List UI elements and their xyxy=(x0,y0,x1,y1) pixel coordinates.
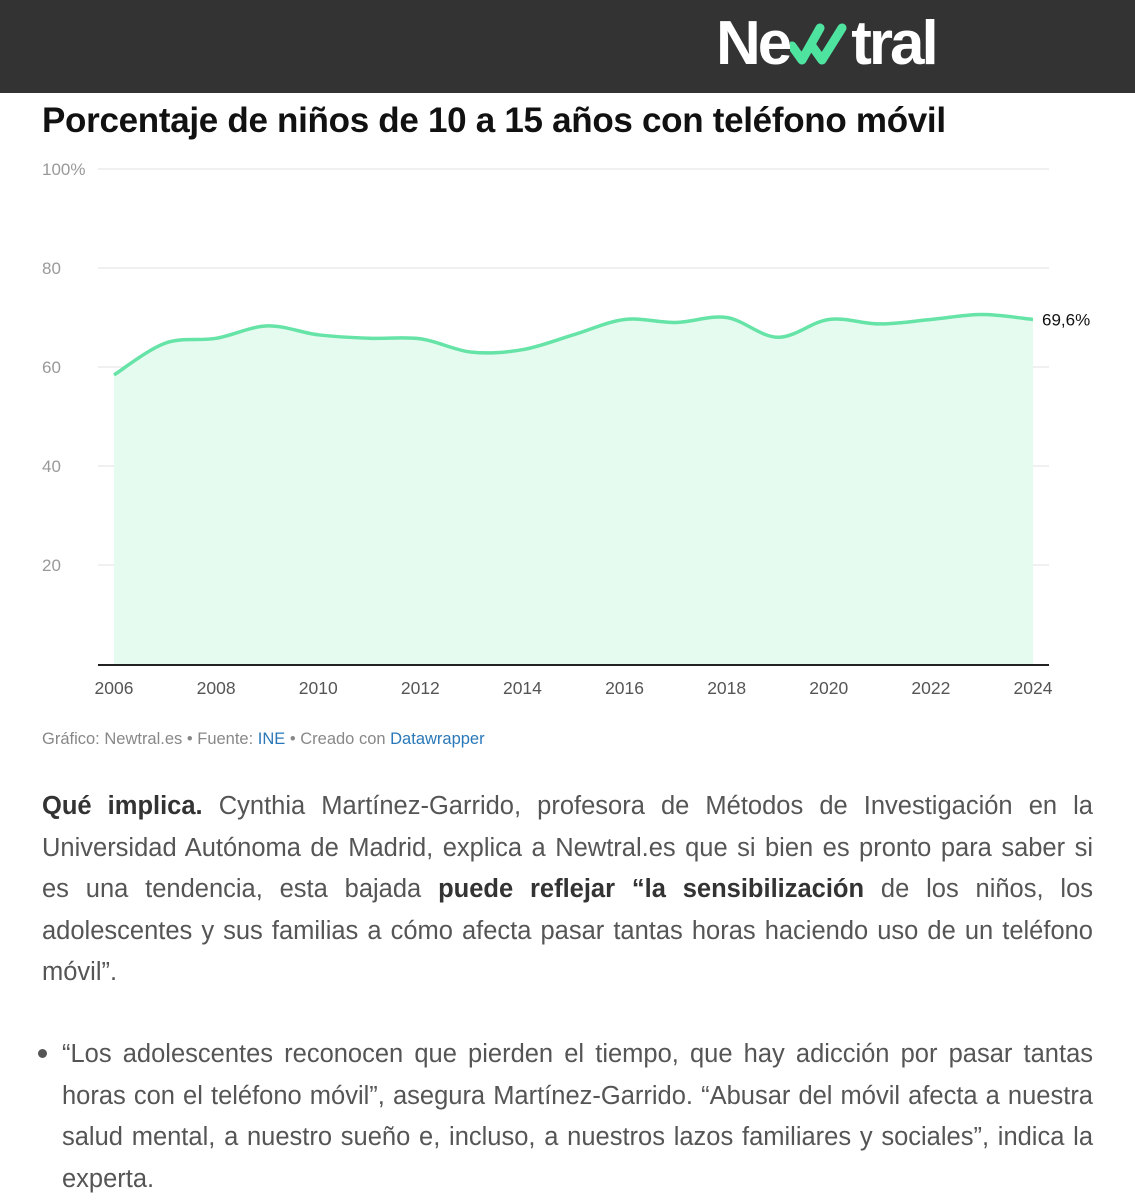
paragraph-text-1: Cynthia Martínez-Garrido, profesora de M… xyxy=(42,792,1093,903)
bullet-quote: “Los adolescentes reconocen que pierden … xyxy=(62,1040,1093,1193)
bullet-marker xyxy=(38,1049,47,1058)
y-tick-label: 40 xyxy=(42,457,61,476)
paragraph-lead: Qué implica. xyxy=(42,792,203,820)
x-tick-label: 2010 xyxy=(299,678,338,698)
paragraph-text-2: de los niños, los adolescentes y sus fam… xyxy=(42,875,1093,986)
datawrapper-link[interactable]: Datawrapper xyxy=(390,730,485,748)
logo-text-end: tral xyxy=(851,9,939,78)
x-tick-label: 2022 xyxy=(911,678,950,698)
paragraph-bold: puede reflejar “la sensibilización xyxy=(438,875,865,903)
end-value-label: 69,6% xyxy=(1042,310,1090,329)
x-tick-label: 2008 xyxy=(197,678,236,698)
x-tick-label: 2012 xyxy=(401,678,440,698)
line-area-chart: 20 40 60 80 100% 2006 2008 2010 2012 2014 2016 201… xyxy=(42,160,1090,698)
y-tick-label: 80 xyxy=(42,259,61,278)
source-prefix: Gráfico: Newtral.es • Fuente: xyxy=(42,730,258,748)
y-tick-label: 20 xyxy=(42,556,61,575)
series-area xyxy=(114,314,1033,664)
y-axis-tick-labels: 20 40 60 80 100% xyxy=(42,160,85,575)
x-tick-label: 2014 xyxy=(503,678,542,698)
article-paragraph: Qué implica. Cynthia Martínez-Garrido, p… xyxy=(42,786,1093,994)
top-bar: Ne tral xyxy=(0,0,1135,93)
x-tick-label: 2006 xyxy=(95,678,134,698)
x-tick-label: 2020 xyxy=(809,678,848,698)
y-tick-label: 60 xyxy=(42,358,61,377)
chart-source: Gráfico: Newtral.es • Fuente: INE • Crea… xyxy=(42,730,485,749)
chart-title: Porcentaje de niños de 10 a 15 años con … xyxy=(42,101,946,140)
y-tick-label: 100% xyxy=(42,160,85,179)
logo-text-start: Ne xyxy=(716,9,792,78)
x-tick-label: 2016 xyxy=(605,678,644,698)
source-link-ine[interactable]: INE xyxy=(257,730,286,748)
x-axis-tick-labels: 2006 2008 2010 2012 2014 2016 2018 2020 2022 2024 xyxy=(95,678,1053,698)
series-line xyxy=(113,312,1034,377)
double-check-icon xyxy=(790,23,847,65)
x-tick-label: 2018 xyxy=(707,678,746,698)
x-tick-label: 2024 xyxy=(1014,678,1053,698)
source-middle: • Creado con xyxy=(285,730,391,748)
newtral-logo[interactable]: Ne tral xyxy=(716,9,939,78)
